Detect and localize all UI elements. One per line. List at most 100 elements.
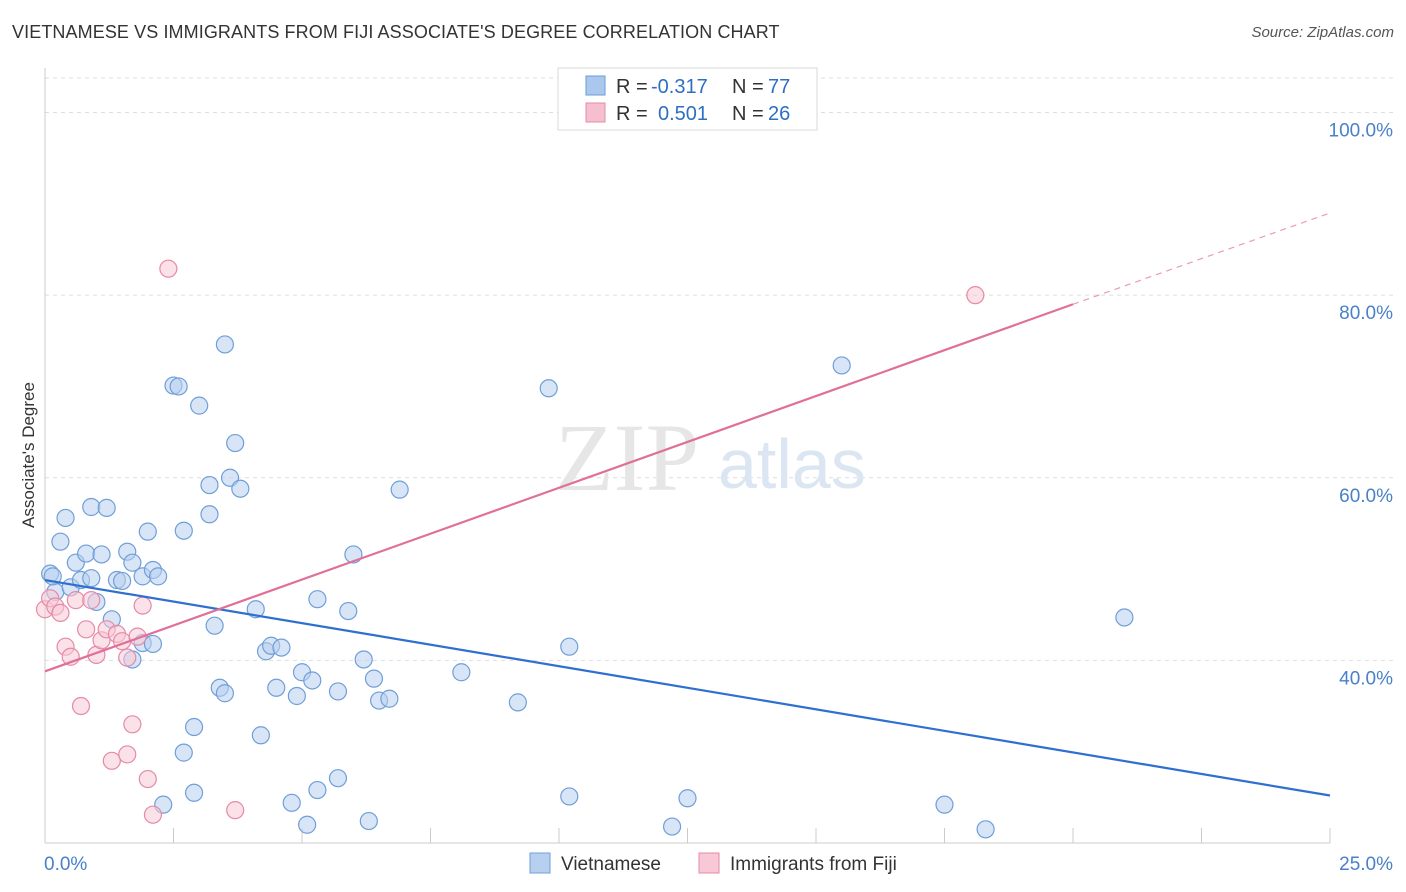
vietnamese-point [328, 682, 348, 701]
vietnamese-point [97, 498, 116, 517]
vietnamese-point [678, 789, 697, 808]
fiji-points [35, 259, 985, 824]
tick-labels: 40.0% 60.0% 80.0% 100.0% 0.0% 25.0% [44, 121, 1393, 875]
vietnamese-point [190, 396, 209, 415]
y-axis-label: Associate's Degree [19, 382, 38, 528]
vietnamese-point [282, 793, 301, 812]
vietnamese-point [508, 693, 527, 712]
fiji-point [226, 801, 245, 820]
vietnamese-point [143, 634, 163, 654]
vietnamese-point [298, 815, 317, 834]
vietnamese-point [82, 569, 101, 588]
legend-n-value-vietnamese: 77 [768, 76, 790, 98]
vietnamese-point [174, 743, 193, 762]
vietnamese-point [1115, 608, 1134, 627]
x-tick-label: 25.0% [1339, 854, 1393, 875]
vietnamese-point [390, 480, 409, 499]
y-tick-label: 40.0% [1339, 668, 1393, 689]
watermark-zip: ZIP [555, 404, 699, 511]
vietnamese-point [662, 817, 682, 836]
legend-n-label-fiji: N = [732, 103, 764, 125]
series-legend-label-vietnamese: Vietnamese [561, 854, 661, 875]
vietnamese-point [354, 650, 373, 669]
vietnamese-point [92, 545, 111, 564]
vietnamese-point [169, 377, 188, 396]
vietnamese-point [77, 544, 96, 563]
legend-n-label-vietnamese: N = [732, 76, 764, 98]
vietnamese-point [935, 795, 954, 814]
fiji-point [966, 286, 985, 305]
fiji-point [123, 715, 142, 734]
vietnamese-point [215, 335, 234, 354]
vietnamese-point [205, 616, 224, 635]
watermark: ZIP atlas [555, 404, 866, 511]
series-legend-label-fiji: Immigrants from Fiji [730, 854, 897, 875]
correlation-legend: R = -0.317 N = 77 R = 0.501 N = 26 [557, 67, 818, 131]
fiji-point [133, 596, 152, 615]
fiji-trend-extension [1072, 212, 1331, 305]
series-legend-swatch-vietnamese [529, 852, 551, 874]
vietnamese-point [82, 497, 101, 517]
vietnamese-point [184, 783, 204, 802]
vietnamese-point [184, 717, 204, 737]
vietnamese-point [364, 669, 384, 688]
y-tick-label: 60.0% [1339, 486, 1393, 507]
vietnamese-point [200, 505, 219, 524]
trend-lines [44, 212, 1331, 797]
vietnamese-point [539, 379, 558, 398]
fiji-point [118, 745, 137, 764]
fiji-point [66, 591, 85, 610]
vietnamese-point [308, 590, 327, 609]
legend-n-value-fiji: 26 [768, 103, 790, 125]
fiji-point [51, 603, 70, 623]
legend-r-value-fiji: 0.501 [658, 103, 708, 125]
vietnamese-point [138, 522, 157, 541]
vietnamese-point [452, 663, 471, 682]
axes [44, 68, 1331, 844]
watermark-atlas: atlas [718, 425, 866, 503]
vietnamese-point [287, 686, 306, 706]
vietnamese-point [339, 601, 358, 621]
vietnamese-point [112, 571, 132, 591]
vietnamese-point [272, 638, 291, 657]
legend-r-label-fiji: R = [616, 103, 648, 125]
vietnamese-point [200, 475, 219, 495]
source-credit: Source: ZipAtlas.com [1251, 24, 1394, 41]
vietnamese-point [174, 521, 193, 540]
fiji-point [77, 620, 96, 639]
vietnamese-point [560, 787, 579, 806]
y-tick-label: 100.0% [1329, 121, 1394, 142]
vietnamese-point [148, 567, 168, 586]
grid-lines [45, 77, 1395, 661]
series-legend-swatch-fiji [698, 852, 720, 874]
vietnamese-point [328, 769, 348, 788]
vietnamese-point [51, 532, 70, 551]
fiji-point [118, 648, 137, 667]
vietnamese-point [251, 726, 270, 745]
vietnamese-point [246, 600, 265, 619]
legend-r-value-vietnamese: -0.317 [651, 76, 708, 98]
vietnamese-point [560, 637, 579, 656]
vietnamese-point [380, 689, 399, 708]
vietnamese-point [303, 671, 322, 690]
vietnamese-trend-line [44, 578, 1331, 797]
x-tick-label: 0.0% [44, 854, 87, 875]
legend-swatch-fiji [585, 102, 606, 123]
fiji-point [71, 696, 91, 716]
vietnamese-point [308, 780, 327, 800]
vietnamese-point [267, 678, 286, 697]
vietnamese-point [359, 811, 378, 831]
vietnamese-point [832, 356, 851, 375]
vietnamese-point [56, 508, 75, 528]
fiji-trend-line [44, 303, 1074, 673]
vietnamese-point [976, 820, 995, 839]
legend-swatch-vietnamese [585, 75, 606, 96]
legend-r-label-vietnamese: R = [616, 76, 648, 98]
fiji-point [82, 591, 101, 610]
vietnamese-point [123, 553, 142, 572]
series-legend: Vietnamese Immigrants from Fiji [529, 852, 897, 875]
chart-title: VIETNAMESE VS IMMIGRANTS FROM FIJI ASSOC… [12, 22, 780, 42]
fiji-point [138, 769, 157, 789]
y-tick-label: 80.0% [1339, 303, 1393, 324]
